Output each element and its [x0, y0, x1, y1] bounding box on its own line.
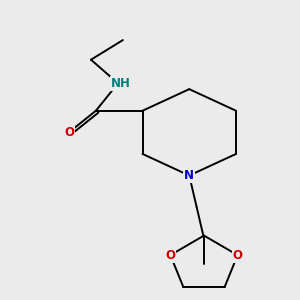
Text: N: N: [184, 169, 194, 182]
Text: O: O: [232, 249, 243, 262]
Text: O: O: [165, 249, 176, 262]
Text: O: O: [64, 126, 74, 139]
Text: NH: NH: [110, 77, 130, 90]
